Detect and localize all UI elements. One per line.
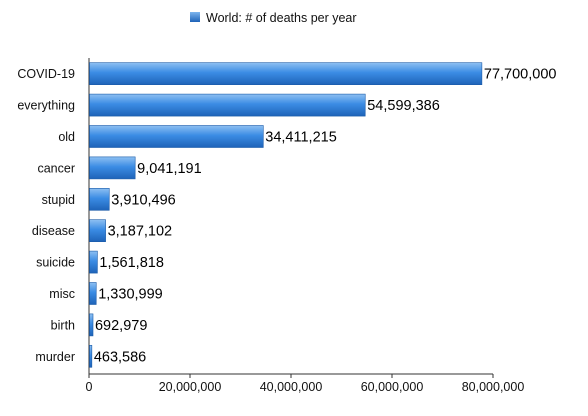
bars <box>89 62 483 368</box>
category-label: misc <box>49 287 75 301</box>
bar <box>89 344 93 368</box>
value-label: 9,041,191 <box>137 161 202 177</box>
legend-swatch <box>190 12 200 22</box>
bar <box>89 93 366 117</box>
legend-label: World: # of deaths per year <box>206 11 357 25</box>
category-label: old <box>58 130 75 144</box>
bar <box>89 125 264 148</box>
bar <box>89 250 98 274</box>
value-label: 692,979 <box>95 318 147 334</box>
category-label: everything <box>17 99 75 113</box>
bar <box>89 313 94 337</box>
category-label: disease <box>32 224 75 238</box>
value-label: 54,599,386 <box>367 98 440 114</box>
value-label: 3,187,102 <box>108 224 173 240</box>
category-label: COVID-19 <box>17 67 75 81</box>
category-label: cancer <box>37 161 75 175</box>
value-label: 1,330,999 <box>98 287 163 303</box>
value-label: 77,700,000 <box>484 67 557 83</box>
x-tick-label: 0 <box>86 380 93 394</box>
category-labels: COVID-19 everything old cancer stupid disease… <box>17 67 75 364</box>
x-tick-label: 80,000,000 <box>462 380 525 394</box>
category-label: birth <box>51 318 75 332</box>
bar <box>89 156 136 180</box>
x-tick-label: 60,000,000 <box>361 380 424 394</box>
legend: World: # of deaths per year <box>190 11 357 25</box>
x-tick-label: 20,000,000 <box>159 380 222 394</box>
bar <box>89 219 106 242</box>
category-label: suicide <box>36 256 75 270</box>
category-label: stupid <box>42 193 75 207</box>
value-label: 463,586 <box>94 349 146 365</box>
bar <box>89 62 483 86</box>
x-tick-label: 40,000,000 <box>260 380 323 394</box>
bar <box>89 188 110 211</box>
value-labels: 77,700,000 54,599,386 34,411,215 9,041,191 3… <box>94 67 557 366</box>
bar <box>89 282 97 305</box>
value-label: 3,910,496 <box>111 192 176 208</box>
x-axis-ticks: 0 20,000,000 40,000,000 60,000,000 80,000,00… <box>86 374 525 394</box>
category-label: murder <box>35 350 75 364</box>
value-label: 1,561,818 <box>99 255 164 271</box>
value-label: 34,411,215 <box>265 130 337 146</box>
